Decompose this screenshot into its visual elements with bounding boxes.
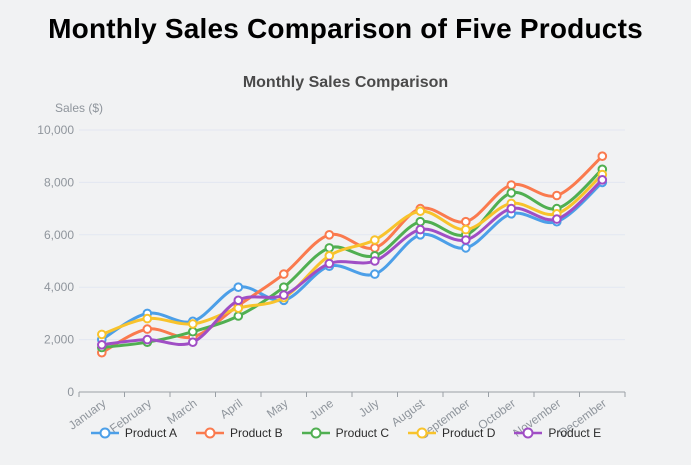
chart-title: Monthly Sales Comparison [242,74,449,91]
data-point-product-e-february[interactable] [142,334,153,345]
data-point-product-b-december[interactable] [597,151,608,161]
data-point-product-c-june[interactable] [324,243,335,253]
series-line-product-d [100,173,604,336]
x-axis-label: June [307,396,337,423]
x-axis-label: August [389,396,428,430]
legend-line-circle-icon [408,427,437,439]
data-point-product-e-may[interactable] [279,290,289,300]
data-point-product-e-january[interactable] [97,340,107,350]
data-point-product-e-november[interactable] [552,214,562,224]
data-point-product-b-june[interactable] [324,230,335,240]
data-point-product-d-august[interactable] [415,206,426,216]
data-point-product-e-october[interactable] [506,203,517,214]
legend-line-circle-icon [514,427,543,439]
x-axis-label: May [264,396,291,421]
legend-label: Product C [335,426,390,440]
legend-item-product-c[interactable]: Product C [301,426,389,440]
legend-label: Product E [548,426,602,440]
legend-item-product-a[interactable]: Product A [90,426,177,440]
data-point-product-d-june[interactable] [324,251,335,261]
y-axis-tick-label: 6,000 [44,228,74,242]
data-point-product-c-march[interactable] [188,326,198,337]
data-point-product-a-april[interactable] [233,282,244,293]
data-point-product-a-september[interactable] [461,243,471,253]
data-point-product-b-july[interactable] [370,243,380,253]
data-point-product-d-july[interactable] [370,235,380,245]
legend-item-product-e[interactable]: Product E [513,426,601,440]
data-point-product-e-august[interactable] [415,224,426,235]
x-axis-label: April [217,396,245,421]
data-point-product-b-october[interactable] [506,180,517,190]
data-point-product-a-july[interactable] [370,269,380,279]
x-axis-label: July [356,396,381,420]
legend-line-circle-icon [90,427,119,439]
y-axis-tick-label: 8,000 [44,175,74,189]
data-point-product-b-september[interactable] [461,216,471,227]
data-point-product-e-december[interactable] [597,175,608,185]
data-point-product-d-january[interactable] [97,329,107,340]
data-point-product-b-november[interactable] [552,190,562,201]
data-point-product-e-april[interactable] [233,295,244,306]
data-point-product-c-may[interactable] [279,282,289,293]
y-axis-tick-label: 4,000 [44,280,74,294]
chart-legend: Product A Product B Product C Product D Prod… [0,426,691,440]
data-point-product-e-june[interactable] [324,258,335,269]
data-point-product-e-september[interactable] [461,235,471,245]
data-point-product-e-march[interactable] [188,337,198,348]
data-point-product-b-may[interactable] [279,269,289,279]
legend-item-product-b[interactable]: Product B [195,426,283,440]
y-axis-tick-label: 2,000 [44,333,74,347]
data-point-product-d-april[interactable] [233,303,244,314]
data-point-product-d-september[interactable] [461,224,471,235]
data-point-product-d-march[interactable] [188,319,198,329]
legend-label: Product A [124,426,177,440]
legend-line-circle-icon [195,427,224,439]
page-title: Monthly Sales Comparison of Five Product… [48,13,643,44]
legend-label: Product D [442,426,496,440]
legend-label: Product B [229,426,283,440]
data-point-product-b-february[interactable] [142,324,153,334]
legend-line-circle-icon [301,427,330,439]
data-point-product-c-august[interactable] [415,216,426,227]
x-axis-label: March [164,396,199,427]
data-point-product-c-october[interactable] [506,188,517,198]
y-axis-name-label: Sales ($) [55,101,104,115]
data-point-product-d-february[interactable] [142,313,153,324]
data-point-product-e-july[interactable] [370,256,380,266]
y-axis-tick-label: 10,000 [37,123,74,137]
data-point-product-c-april[interactable] [233,311,244,321]
y-axis-tick-label: 0 [67,385,74,399]
legend-item-product-d[interactable]: Product D [407,426,495,440]
